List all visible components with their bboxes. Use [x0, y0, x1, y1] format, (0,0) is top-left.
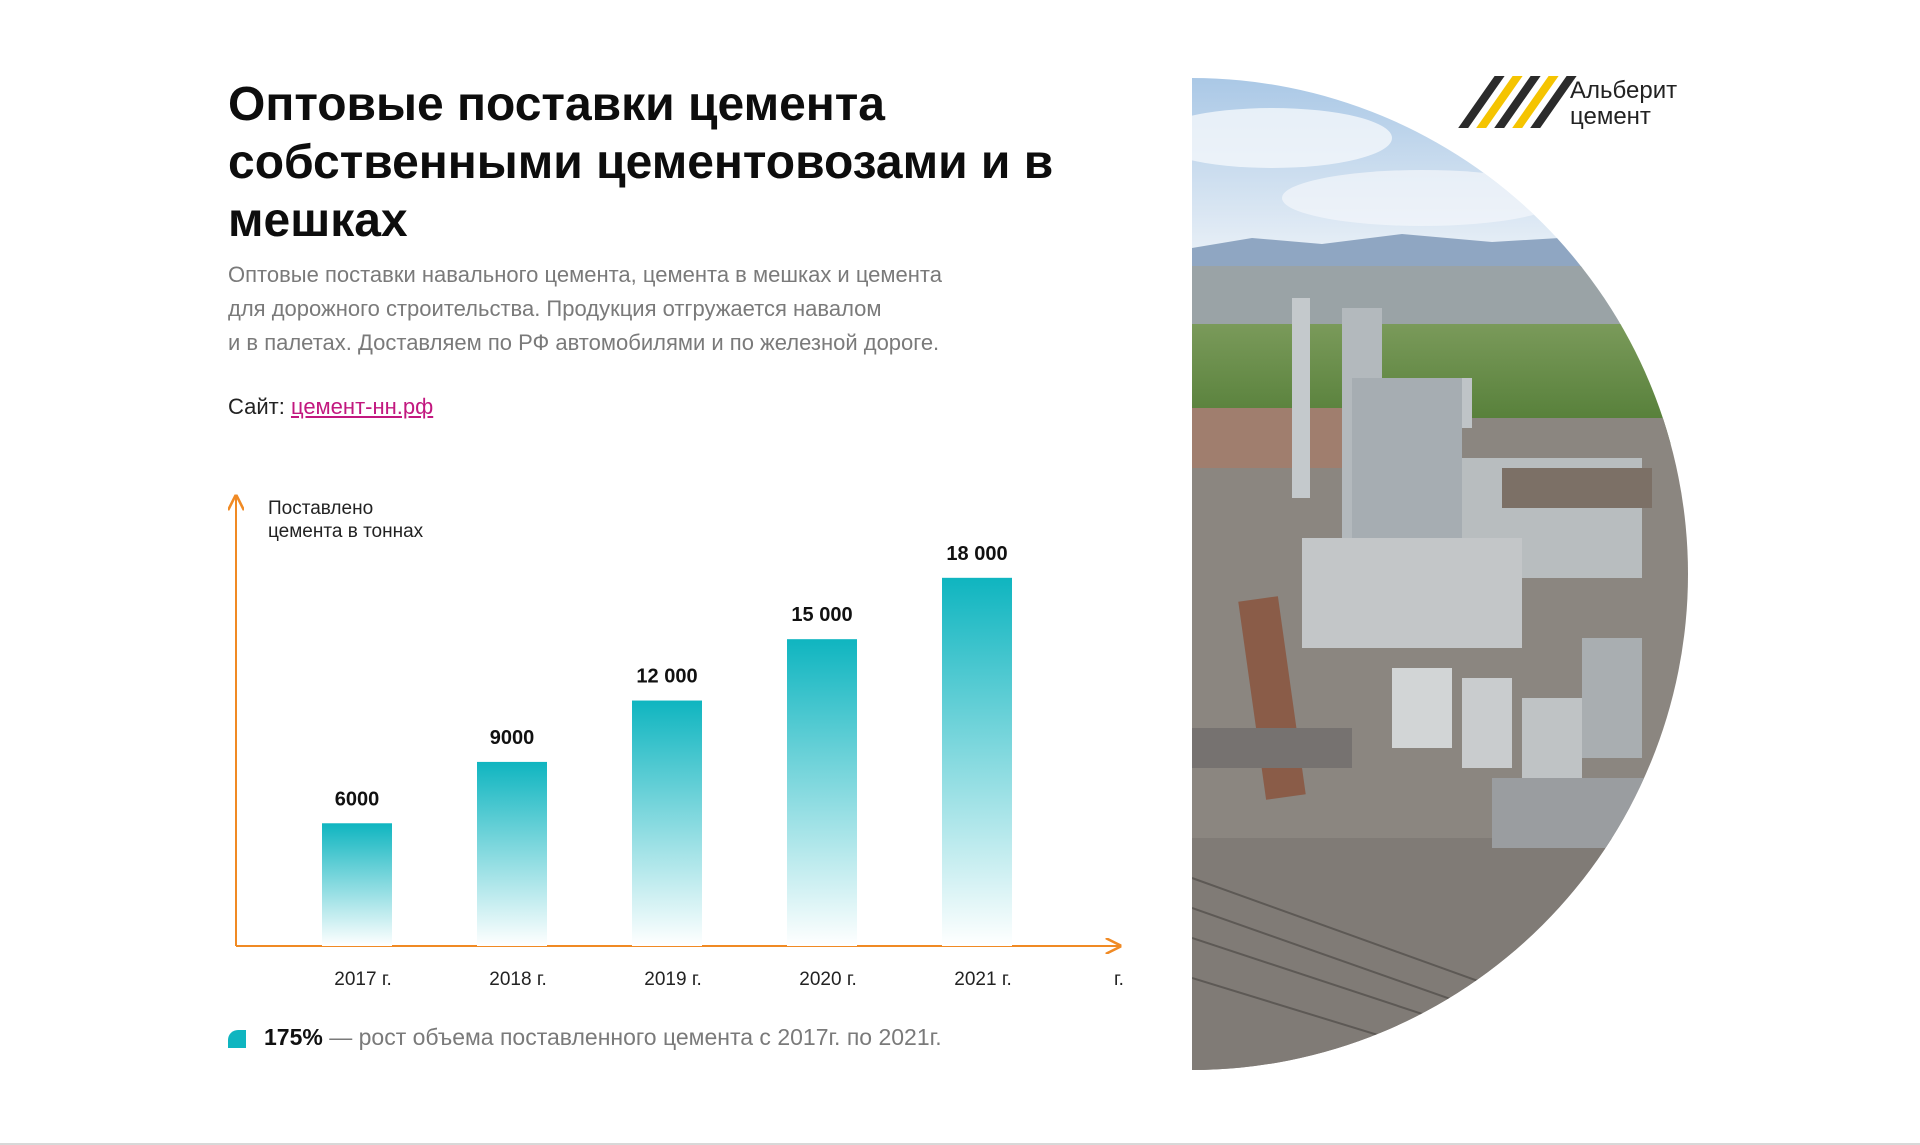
page-divider: [0, 1143, 1920, 1145]
growth-line: 175% — рост объема поставленного цемента…: [264, 1024, 942, 1051]
bar-value-label-1: 9000: [490, 727, 535, 749]
x-tick-label-4: 2021 г.: [954, 969, 1011, 990]
x-tick-label-1: 2018 г.: [489, 969, 546, 990]
site-line: Сайт: цемент-нн.рф: [228, 394, 433, 420]
bar-2: [632, 700, 702, 946]
page-subtitle: Оптовые поставки навального цемента, цем…: [228, 262, 942, 355]
y-axis-label-line-2: цемента в тоннах: [268, 521, 424, 542]
x-axis-unit: г.: [1114, 969, 1124, 990]
x-tick-label-2: 2019 г.: [644, 969, 701, 990]
bar-value-label-3: 15 000: [791, 604, 852, 626]
bars-group: 6000 2017 г. 9000 2018 г. 12 000 2019 г. 15 00…: [322, 543, 1012, 990]
brand-line-1: Альберит: [1570, 77, 1678, 104]
brand-name: Альберит цемент: [1570, 78, 1677, 130]
site-link[interactable]: цемент-нн.рф: [290, 394, 434, 419]
page-title: Оптовые поставки цемента собственными це…: [228, 78, 1054, 247]
brand-line-2: цемент: [1570, 103, 1651, 130]
y-axis-label-line-1: Поставлено: [268, 498, 373, 519]
x-tick-label-0: 2017 г.: [334, 969, 391, 990]
bar-4: [942, 577, 1012, 946]
bar-value-label-0: 6000: [335, 788, 380, 810]
cement-plant-photo: [1192, 78, 1688, 1070]
bar-1: [477, 761, 547, 946]
bar-chart: Поставлено цемента в тоннах г. 6000 2017 …: [0, 0, 1124, 990]
x-tick-label-3: 2020 г.: [799, 969, 856, 990]
site-label: Сайт:: [228, 394, 291, 419]
bar-value-label-2: 12 000: [636, 666, 697, 688]
bar-value-label-4: 18 000: [946, 543, 1007, 565]
bar-3: [787, 639, 857, 946]
growth-icon: [228, 1030, 246, 1048]
brand-logo-icon: [1458, 76, 1577, 128]
growth-text: — рост объема поставленного цемента с 20…: [322, 1024, 942, 1050]
growth-value: 175%: [264, 1024, 323, 1050]
bar-0: [322, 823, 392, 946]
